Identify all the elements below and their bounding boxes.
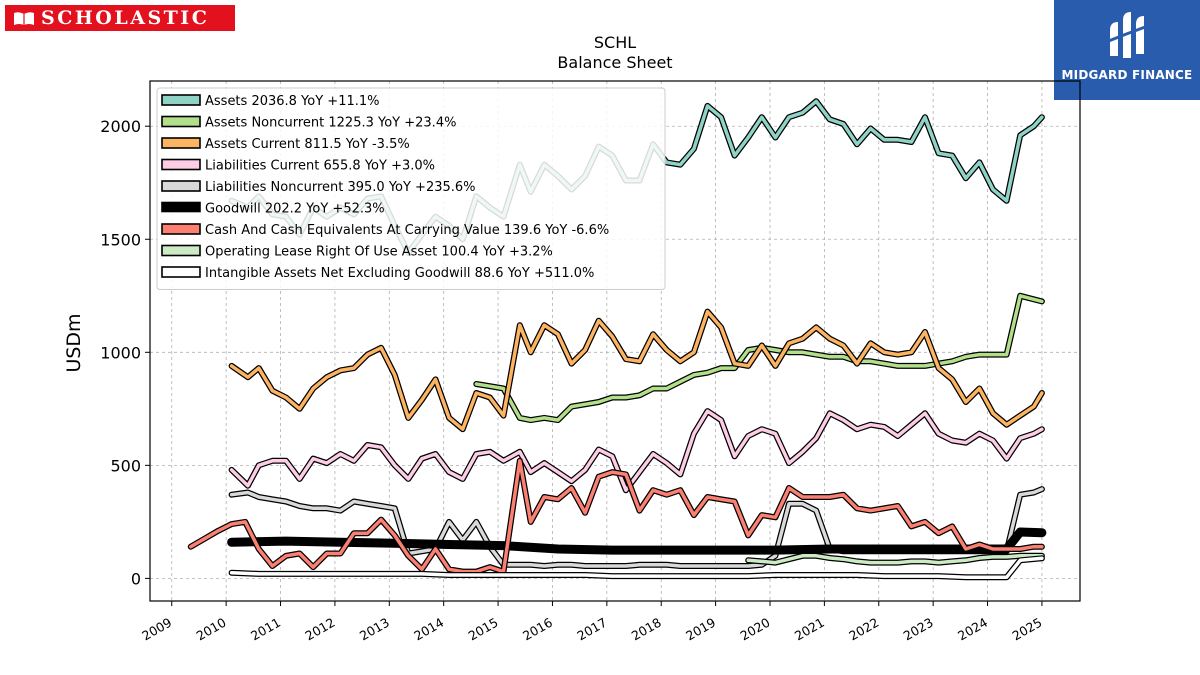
series-6: [187, 457, 1045, 575]
series-line: [229, 309, 1044, 431]
x-tick-label: 2022: [846, 615, 881, 644]
y-tick-label: 1500: [100, 230, 141, 249]
x-tick-label: 2017: [574, 615, 609, 644]
legend-label: Cash And Cash Equivalents At Carrying Va…: [205, 223, 609, 238]
legend-swatch: [161, 201, 201, 213]
legend-swatch: [161, 180, 201, 192]
midgard-logo-text: MIDGARD FINANCE: [1061, 68, 1193, 82]
plot-frame: [149, 80, 1081, 602]
x-tick-label: 2025: [1009, 615, 1044, 644]
legend-label: Assets Current 811.5 YoY -3.5%: [205, 137, 410, 152]
series-7: [745, 552, 1045, 566]
y-tick-label: 500: [110, 456, 141, 475]
scholastic-logo-text: SCHOLASTIC: [41, 7, 210, 29]
series-8: [228, 555, 1045, 581]
series-2: [228, 308, 1045, 433]
x-tick-label: 2021: [792, 615, 827, 644]
scholastic-logo: SCHOLASTIC: [5, 5, 235, 31]
midgard-mark-icon: [1105, 12, 1149, 58]
legend: Assets 2036.8 YoY +11.1% Assets Noncurren…: [156, 87, 666, 290]
series-line: [474, 294, 1044, 422]
midgard-finance-logo: MIDGARD FINANCE: [1054, 0, 1200, 100]
x-tick-label: 2015: [466, 615, 501, 644]
x-tick-label: 2024: [955, 615, 990, 644]
x-tick-label: 2009: [139, 615, 174, 644]
legend-label: Assets Noncurrent 1225.3 YoY +23.4%: [205, 116, 456, 131]
chart-title: SCHL: [594, 33, 636, 52]
legend-label: Liabilities Noncurrent 395.0 YoY +235.6%: [205, 180, 476, 195]
x-tick-label: 2019: [683, 615, 718, 644]
legend-label: Intangible Assets Net Excluding Goodwill…: [205, 266, 594, 281]
series-line: [746, 554, 1044, 565]
legend-label: Goodwill 202.2 YoY +52.3%: [205, 202, 385, 217]
x-tick-label: 2013: [357, 615, 392, 644]
x-tick-label: 2012: [302, 615, 337, 644]
series-line-outline: [228, 308, 1045, 433]
x-tick-label: 2016: [520, 615, 555, 644]
series-line: [229, 409, 1044, 492]
legend-label: Liabilities Current 655.8 YoY +3.0%: [205, 159, 435, 174]
legend-swatch: [161, 158, 201, 171]
series-line: [189, 459, 1044, 574]
x-tick-label: 2023: [901, 615, 936, 644]
legend-box: [156, 87, 666, 290]
legend-swatch: [161, 223, 201, 235]
legend-swatch: [161, 266, 201, 278]
series-3: [228, 408, 1045, 494]
legend-label: Operating Lease Right Of Use Asset 100.4…: [205, 245, 553, 260]
book-icon: [14, 12, 34, 25]
legend-swatch: [161, 94, 201, 106]
series-1: [473, 292, 1045, 424]
x-tick-label: 2011: [248, 615, 283, 644]
chart-subtitle: Balance Sheet: [557, 53, 672, 72]
x-tick-label: 2010: [194, 615, 229, 644]
y-tick-label: 1000: [100, 343, 141, 362]
legend-swatch: [161, 115, 201, 128]
y-tick-label: 0: [131, 569, 141, 588]
legend-swatch: [161, 137, 201, 149]
y-axis-label: USDm: [63, 313, 85, 372]
y-tick-label: 2000: [100, 117, 141, 136]
legend-swatch: [161, 244, 201, 257]
series-line: [229, 556, 1044, 580]
x-tick-label: 2014: [411, 615, 446, 644]
series-line-outline: [187, 457, 1045, 575]
x-tick-label: 2018: [629, 615, 664, 644]
x-tick-label: 2020: [738, 615, 773, 644]
legend-label: Assets 2036.8 YoY +11.1%: [205, 94, 380, 109]
